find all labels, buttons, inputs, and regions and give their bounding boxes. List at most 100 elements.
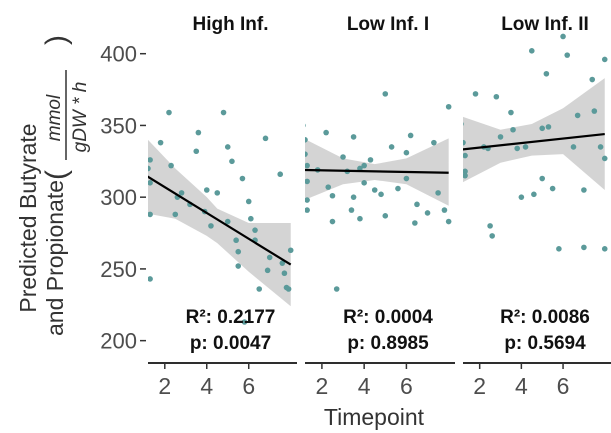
p-value-label: p: 0.8985 — [347, 333, 429, 354]
data-point — [305, 151, 308, 157]
x-tick-label: 2 — [158, 373, 171, 399]
panel: Low Inf. II R²: 0.0086 p: 0.5694 2 4 6 — [463, 14, 611, 399]
data-point — [508, 109, 514, 116]
data-point — [329, 192, 336, 199]
data-point — [305, 136, 308, 143]
panel-title: High Inf. — [193, 14, 269, 35]
data-point — [235, 263, 242, 269]
data-point — [382, 213, 389, 219]
data-point — [414, 201, 420, 208]
data-point — [248, 215, 254, 222]
data-point — [245, 198, 252, 205]
confidence-band — [148, 139, 291, 307]
data-point — [395, 185, 401, 192]
data-point — [589, 76, 596, 83]
data-point — [581, 244, 587, 251]
data-point — [348, 207, 355, 213]
r-squared-label: R²: 0.0004 — [343, 307, 433, 328]
data-point — [497, 134, 504, 140]
data-point — [514, 145, 520, 152]
data-point — [510, 126, 516, 133]
data-point — [224, 144, 231, 150]
data-point — [539, 125, 546, 132]
data-point — [277, 171, 284, 178]
data-point — [412, 220, 418, 226]
data-point — [539, 175, 546, 182]
data-point — [371, 187, 378, 193]
data-point — [357, 165, 363, 172]
data-point — [203, 187, 210, 193]
data-point — [266, 254, 273, 261]
data-point — [545, 124, 552, 130]
data-point — [220, 109, 227, 116]
data-point — [361, 180, 367, 186]
data-point — [333, 286, 340, 292]
data-point — [252, 227, 258, 233]
y-tick-label: 300 — [100, 185, 137, 210]
data-point — [518, 194, 525, 200]
y-axis-unit-open-paren: ( — [40, 170, 73, 180]
data-point — [323, 129, 329, 136]
data-point — [445, 103, 452, 110]
data-point — [574, 112, 581, 119]
data-point — [325, 184, 332, 190]
data-point — [543, 70, 550, 77]
data-point — [172, 211, 179, 218]
data-point — [340, 154, 346, 160]
r-squared-label: R²: 0.0086 — [500, 307, 590, 328]
data-point — [591, 108, 598, 114]
data-point — [431, 139, 437, 146]
y-tick-label: 350 — [100, 113, 137, 138]
data-point — [564, 52, 571, 58]
data-point — [193, 148, 200, 155]
data-point — [570, 144, 577, 150]
data-point — [148, 165, 151, 172]
data-point — [597, 144, 604, 150]
y-axis: 200 250 300 350 400 — [100, 42, 146, 354]
data-point — [233, 237, 239, 244]
x-tick-label: 2 — [473, 373, 486, 399]
data-point — [264, 267, 271, 274]
data-point — [522, 144, 529, 150]
data-point — [256, 286, 263, 292]
data-point — [361, 162, 367, 169]
y-axis-title-line2: and Propionate — [42, 180, 68, 336]
data-point — [148, 211, 153, 218]
panel-title: Low Inf. II — [501, 14, 589, 35]
y-axis-unit-numerator: mmol — [44, 94, 65, 141]
data-point — [601, 56, 608, 63]
data-point — [388, 144, 395, 150]
data-point — [298, 115, 304, 121]
data-point — [463, 168, 468, 175]
data-point — [148, 180, 153, 186]
x-tick-label: 4 — [515, 373, 528, 399]
data-point — [305, 178, 310, 185]
data-point — [556, 246, 562, 252]
data-point — [262, 135, 269, 142]
data-point — [531, 191, 537, 198]
data-point — [601, 246, 608, 252]
data-point — [424, 210, 431, 216]
y-tick-label: 400 — [100, 42, 137, 67]
data-point — [472, 91, 479, 97]
data-point — [239, 175, 246, 182]
data-point — [305, 197, 310, 203]
data-point — [463, 122, 464, 126]
data-point — [214, 190, 221, 196]
data-point — [435, 190, 441, 196]
y-tick-label: 200 — [100, 329, 137, 354]
data-point — [305, 207, 310, 213]
data-point — [445, 218, 452, 225]
regression-line — [463, 132, 605, 151]
data-point — [224, 218, 231, 225]
x-tick-label: 4 — [200, 373, 213, 399]
data-point — [403, 175, 410, 182]
data-point — [157, 139, 164, 146]
data-point — [350, 194, 357, 200]
panel-title: Low Inf. I — [347, 14, 429, 35]
data-point — [166, 109, 172, 116]
data-point — [403, 149, 410, 156]
data-point — [235, 248, 242, 255]
data-point — [285, 286, 292, 292]
